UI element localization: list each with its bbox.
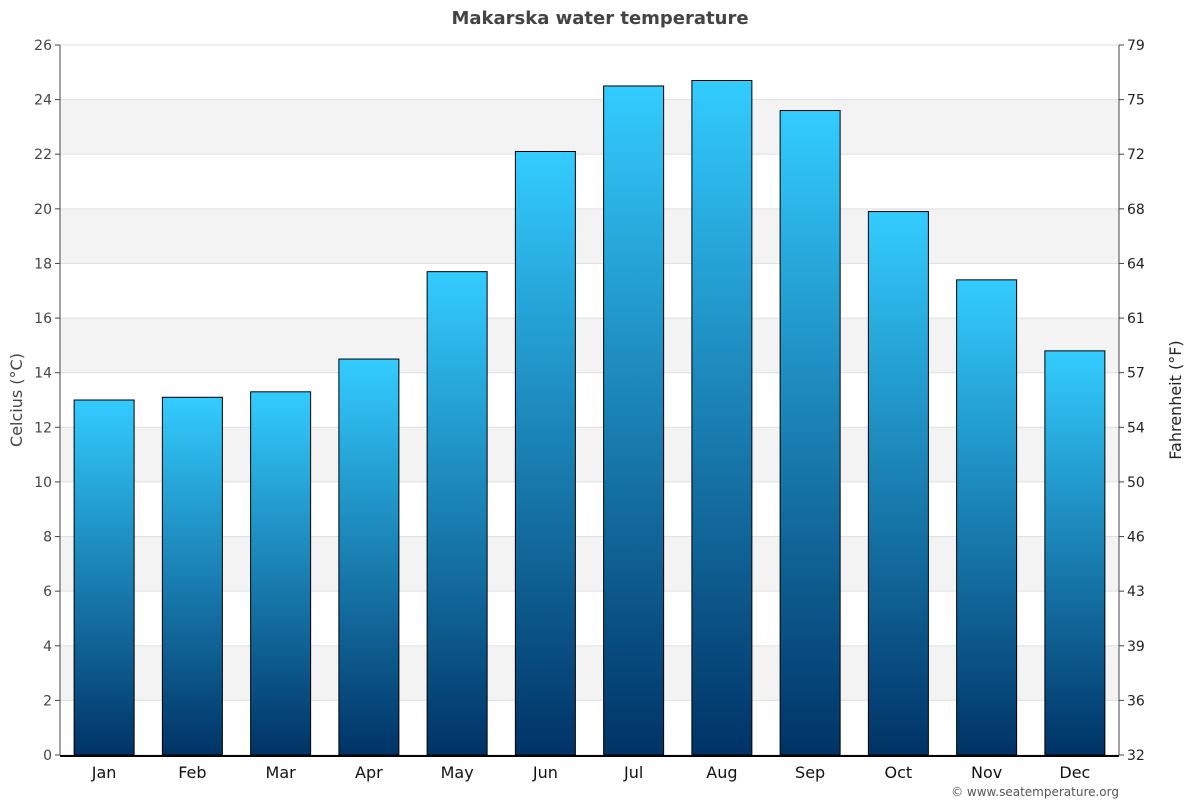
y2-tick-label: 64 xyxy=(1127,256,1145,272)
x-tick-label: Dec xyxy=(1059,763,1090,782)
bar-jul xyxy=(603,85,665,756)
x-tick-label: May xyxy=(441,763,474,782)
y-tick-label: 16 xyxy=(34,311,52,327)
bar-jun xyxy=(514,151,576,756)
y-tick-label: 6 xyxy=(43,584,52,600)
footer-credit: © www.seatemperature.org xyxy=(951,785,1119,799)
bar-may xyxy=(426,271,488,756)
y2-tick-label: 46 xyxy=(1127,530,1145,546)
grid-band xyxy=(60,645,1119,701)
y2-tick-label: 61 xyxy=(1127,311,1145,327)
y-tick-label: 24 xyxy=(34,93,52,109)
bar-mar xyxy=(250,391,312,756)
chart-title: Makarska water temperature xyxy=(451,8,748,29)
x-tick-label: Jul xyxy=(623,763,643,782)
grid-band xyxy=(60,99,1119,155)
y-tick-label: 26 xyxy=(34,38,52,54)
y-tick-label: 8 xyxy=(43,530,52,546)
bar-feb xyxy=(161,396,223,756)
grid-band xyxy=(60,427,1119,482)
bar-aug xyxy=(691,80,753,756)
bar-nov xyxy=(956,279,1018,756)
bar-apr xyxy=(338,358,400,756)
y2-tick-label: 32 xyxy=(1127,748,1145,764)
x-tick-label: Feb xyxy=(178,763,206,782)
y2-tick-label: 79 xyxy=(1127,38,1145,54)
y-axis-label: Celcius (°C) xyxy=(7,353,26,447)
bar-sep xyxy=(779,110,841,756)
bar-dec xyxy=(1044,350,1106,756)
grid-band xyxy=(60,318,1119,373)
y2-axis-label: Fahrenheit (°F) xyxy=(1166,340,1185,459)
x-tick-label: Sep xyxy=(795,763,825,782)
x-tick-label: Mar xyxy=(266,763,297,782)
y-tick-label: 22 xyxy=(34,147,52,163)
y2-tick-label: 43 xyxy=(1127,584,1145,600)
y-tick-label: 18 xyxy=(34,256,52,272)
y-tick-label: 4 xyxy=(43,639,52,655)
y-tick-label: 14 xyxy=(34,366,52,382)
x-tick-label: Apr xyxy=(355,763,383,782)
grid-band xyxy=(60,208,1119,264)
x-tick-label: Jun xyxy=(532,763,558,782)
y-tick-label: 2 xyxy=(43,693,52,709)
y2-tick-label: 68 xyxy=(1127,202,1145,218)
grid-band xyxy=(60,536,1119,592)
bar-jan xyxy=(73,399,135,756)
y2-tick-label: 50 xyxy=(1127,475,1145,491)
x-tick-label: Aug xyxy=(706,763,737,782)
y-tick-label: 0 xyxy=(43,748,52,764)
bar-oct xyxy=(867,211,929,756)
y-tick-label: 10 xyxy=(34,475,52,491)
y2-tick-label: 72 xyxy=(1127,147,1145,163)
x-tick-label: Jan xyxy=(91,763,117,782)
x-tick-label: Nov xyxy=(971,763,1002,782)
y-tick-label: 20 xyxy=(34,202,52,218)
y2-tick-label: 75 xyxy=(1127,93,1145,109)
x-tick-label: Oct xyxy=(885,763,913,782)
y2-tick-label: 39 xyxy=(1127,639,1145,655)
y2-tick-label: 54 xyxy=(1127,420,1145,436)
y2-tick-label: 57 xyxy=(1127,366,1145,382)
y2-tick-label: 36 xyxy=(1127,693,1145,709)
y-tick-label: 12 xyxy=(34,420,52,436)
